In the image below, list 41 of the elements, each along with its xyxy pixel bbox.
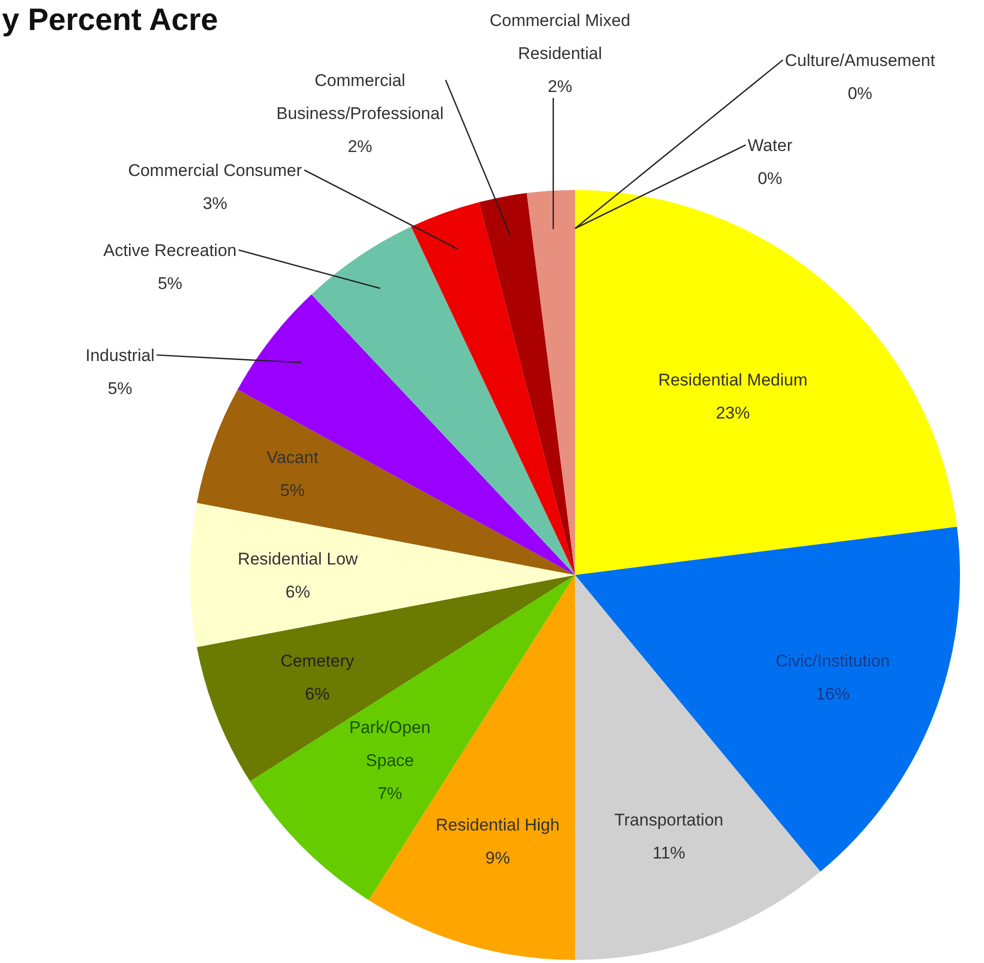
slice-label: Park/Open Space	[349, 718, 431, 770]
pie-slice	[250, 575, 575, 900]
slice-label: Industrial	[86, 346, 154, 365]
data-label: 6%	[286, 582, 310, 602]
pie-slice	[238, 294, 575, 575]
pie-slice	[575, 526, 960, 872]
slice-label: Residential High	[436, 816, 560, 835]
pie-slice	[196, 390, 575, 575]
pie-slice	[196, 575, 575, 782]
slice-label: Residential Low	[238, 550, 359, 568]
data-label: 5%	[280, 480, 305, 500]
slice-label: Residential Medium	[658, 370, 808, 390]
text: 0%	[848, 84, 872, 103]
text: 0%	[758, 169, 782, 188]
data-label: 11%	[652, 843, 686, 862]
data-label: 5%	[108, 379, 132, 398]
category-label: Culture/Amusement	[784, 51, 936, 70]
data-label: 6%	[304, 684, 330, 704]
pie-slice	[479, 193, 575, 575]
data-label: 5%	[158, 274, 182, 293]
slice-label: Cemetery	[280, 652, 355, 671]
data-label: 2%	[548, 77, 572, 96]
slice-label: Active Recreation	[103, 241, 237, 260]
data-label: 9%	[485, 848, 510, 868]
chart-title: y Percent Acre	[2, 2, 218, 37]
data-label: 2%	[348, 137, 372, 156]
category-label: Water	[748, 136, 792, 155]
pie-slice	[526, 190, 575, 575]
slice-label: Commercial Mixed Residential	[490, 11, 630, 63]
data-label: 3%	[202, 194, 228, 213]
slice-label: Civic/Institution	[776, 652, 890, 671]
pie-slice	[190, 502, 575, 648]
pie-slice	[411, 202, 575, 575]
data-label: 7%	[378, 784, 402, 804]
slice-label: Transportation	[614, 810, 724, 830]
slice-label: Commercial Business/Professional	[276, 71, 444, 123]
slice-label: Commercial Consumer	[128, 161, 302, 180]
slice-label: Vacant	[266, 448, 319, 467]
data-label: 23%	[716, 403, 750, 422]
pie-slice	[575, 190, 957, 575]
data-label: 16%	[816, 684, 850, 704]
